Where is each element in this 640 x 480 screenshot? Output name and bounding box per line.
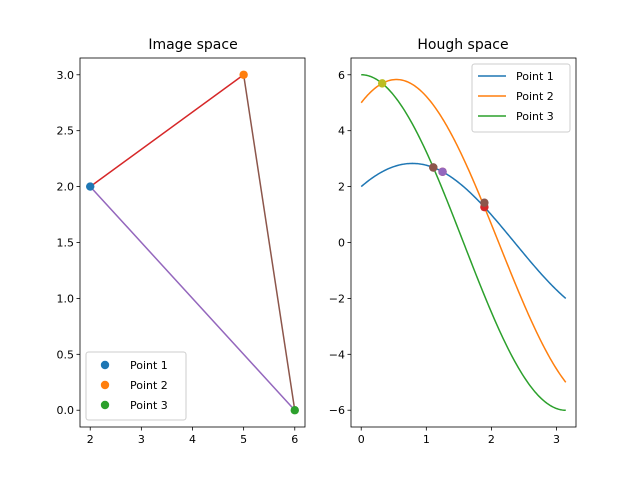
hough-space-y-tick-label: 2 [338, 181, 345, 194]
hough-space-x-tick-label: 0 [358, 433, 365, 446]
hough-space-ticks: 0 1 2 3 −6 −4 −2 0 2 4 6 [329, 69, 560, 446]
image-space-line-2 [242, 74, 296, 411]
image-space-legend-point-3-label: Point 3 [130, 399, 168, 412]
image-space-y-tick-label: 2.0 [57, 181, 75, 194]
image-space-title: Image space [148, 37, 237, 53]
hough-space-y-tick-label: −4 [329, 348, 345, 361]
image-space-ticks: 2 3 4 5 6 0.0 0.5 1.0 1.5 2.0 2.5 3.0 [57, 69, 299, 446]
hough-space-y-tick-label: 0 [338, 237, 345, 250]
image-space-legend-box [85, 351, 187, 421]
image-space-x-tick-label: 3 [138, 433, 145, 446]
image-space-x-tick-label: 4 [189, 433, 196, 446]
hough-space-y-tick-label: −2 [329, 292, 345, 305]
image-space-x-tick-label: 6 [291, 433, 298, 446]
image-space-x-tick-label: 2 [87, 433, 94, 446]
hough-space-legend: Point 1 Point 2 Point 3 [471, 63, 571, 133]
hough-space-y-tick-label: 6 [338, 69, 345, 82]
image-space-y-tick-label: 0.5 [57, 348, 75, 361]
image-space-legend-point-3-marker [100, 400, 110, 410]
image-space-y-tick-label: 1.5 [57, 237, 75, 250]
image-space-y-tick-label: 1.0 [57, 292, 75, 305]
hough-space-legend-point-2-label: Point 2 [516, 90, 554, 103]
hough-space-legend-box [471, 63, 571, 133]
image-space-plot-area [86, 70, 299, 415]
hough-space-plot-area [360, 74, 567, 411]
image-space-point-2-marker [239, 70, 248, 79]
image-space-y-tick-label: 2.5 [57, 125, 75, 138]
image-space-point-1-marker [86, 182, 95, 191]
hough-intersection-7-marker [438, 167, 447, 176]
hough-intersection-4-marker [429, 163, 438, 172]
hough-point-3-curve [361, 74, 566, 411]
hough-space-x-tick-label: 1 [423, 433, 430, 446]
image-space-legend-point-1-marker [100, 360, 110, 370]
hough-space-y-tick-label: −6 [329, 404, 345, 417]
hough-point-2-curve [360, 78, 567, 383]
image-space-axes: Image space 2 3 4 5 6 0.0 0.5 1.0 1.5 2.0 2.5 3.0 P… [57, 37, 306, 446]
hough-point-1-curve [360, 162, 567, 299]
image-space-line-1 [89, 74, 245, 188]
image-space-legend-point-1-label: Point 1 [130, 359, 168, 372]
hough-space-title: Hough space [417, 37, 508, 53]
hough-space-legend-point-1-label: Point 1 [516, 70, 554, 83]
image-space-legend-point-2-marker [100, 380, 110, 390]
hough-space-x-tick-label: 3 [553, 433, 560, 446]
hough-intersection-2-marker [377, 79, 387, 88]
hough-space-legend-point-3-label: Point 3 [516, 110, 554, 123]
hough-space-y-tick-label: 4 [338, 125, 345, 138]
image-space-point-3-marker [290, 406, 299, 415]
image-space-frame [79, 57, 306, 428]
hough-space-frame [350, 57, 577, 428]
image-space-y-tick-label: 3.0 [57, 69, 75, 82]
image-space-y-tick-label: 0.0 [57, 404, 75, 417]
image-space-line-3 [89, 186, 296, 411]
image-space-x-tick-label: 5 [240, 433, 247, 446]
hough-intersection-6-marker [480, 198, 489, 207]
hough-space-x-tick-label: 2 [488, 433, 495, 446]
image-space-legend: Point 1 Point 2 Point 3 [85, 351, 187, 421]
image-space-legend-point-2-label: Point 2 [130, 379, 168, 392]
